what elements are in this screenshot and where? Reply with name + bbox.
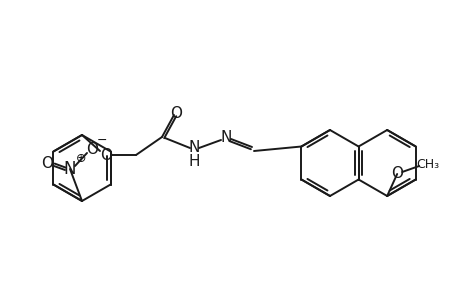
Text: O: O: [100, 148, 112, 163]
Text: O: O: [390, 167, 402, 182]
Text: O: O: [86, 142, 98, 157]
Text: ⊕: ⊕: [76, 152, 86, 166]
Text: CH₃: CH₃: [416, 158, 439, 170]
Text: −: −: [96, 134, 107, 146]
Text: N: N: [220, 130, 231, 145]
Text: H: H: [188, 154, 199, 169]
Text: O: O: [41, 155, 53, 170]
Text: N: N: [64, 160, 76, 178]
Text: O: O: [170, 106, 182, 121]
Text: N: N: [188, 140, 199, 155]
